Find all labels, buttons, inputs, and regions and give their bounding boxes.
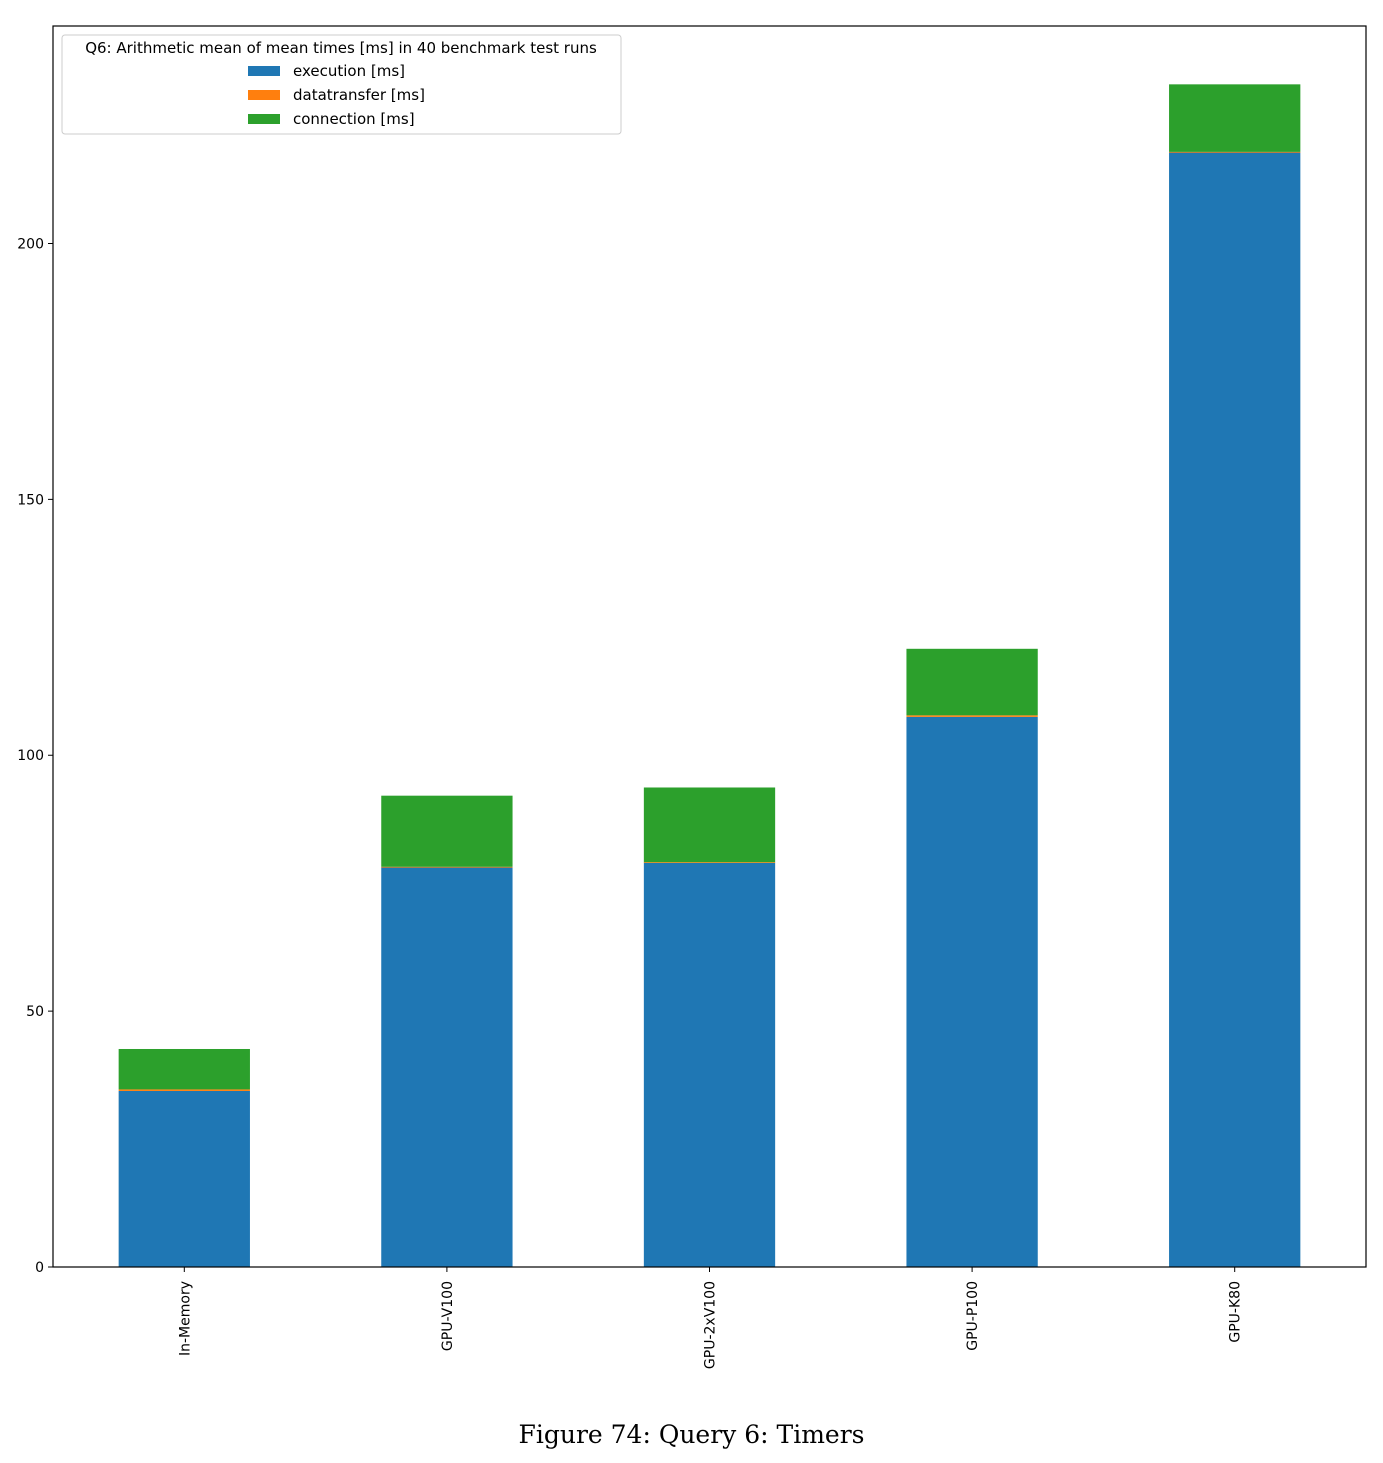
bar-gpu-p100-connection-ms xyxy=(906,648,1038,716)
y-axis-ticks: 0 50 100 150 200 xyxy=(17,236,53,1276)
x-tick-label-gpu-p100: GPU-P100 xyxy=(965,1281,981,1351)
x-tick-label-gpu-v100: GPU-V100 xyxy=(440,1281,456,1351)
legend-box xyxy=(61,34,622,135)
y-tick-label: 50 xyxy=(26,1004,44,1020)
bar-gpu-v100-datatransfer-ms xyxy=(381,866,513,868)
bar-gpu-2xv100-datatransfer-ms xyxy=(643,862,776,863)
y-tick-label: 0 xyxy=(35,1260,44,1276)
bar-gpu-k80-datatransfer-ms xyxy=(1169,151,1301,153)
y-tick-label: 100 xyxy=(17,748,44,764)
bar-gpu-v100-connection-ms xyxy=(381,795,513,867)
bar-in-memory-execution-ms xyxy=(118,1090,250,1267)
legend-label-connection-ms: connection [ms] xyxy=(293,110,415,128)
figure-caption: Figure 74: Query 6: Timers xyxy=(518,1420,865,1449)
bar-in-memory-connection-ms xyxy=(118,1048,250,1090)
x-axis-ticks: In-Memory GPU-V100 GPU-2xV100 GPU-P100 GPU-K… xyxy=(177,1267,1244,1369)
bar-gpu-p100-datatransfer-ms xyxy=(906,715,1038,717)
legend-title: Q6: Arithmetic mean of mean times [ms] i… xyxy=(85,39,597,57)
bar-gpu-2xv100-connection-ms xyxy=(643,787,776,863)
legend-label-datatransfer-ms: datatransfer [ms] xyxy=(293,86,425,104)
legend-swatch-execution-ms xyxy=(248,66,280,76)
legend-swatch-connection-ms xyxy=(248,114,280,124)
y-tick-label: 150 xyxy=(17,492,44,508)
bar-gpu-k80-execution-ms xyxy=(1169,152,1301,1267)
x-tick-label-gpu-k80: GPU-K80 xyxy=(1228,1281,1244,1343)
bar-gpu-2xv100-execution-ms xyxy=(643,862,776,1267)
y-tick-label: 200 xyxy=(17,236,44,252)
legend-swatch-datatransfer-ms xyxy=(248,90,280,100)
bar-gpu-k80-connection-ms xyxy=(1169,84,1301,152)
bar-gpu-p100-execution-ms xyxy=(906,716,1038,1267)
bar-in-memory-datatransfer-ms xyxy=(118,1089,250,1091)
bar-gpu-v100-execution-ms xyxy=(381,867,513,1267)
legend-entries: execution [ms] datatransfer [ms] connectio… xyxy=(248,62,425,128)
stacked-bar-chart: 0 50 100 150 200 In-Memory GPU-V100 GPU-2xV100… xyxy=(17,25,1367,1369)
legend: Q6: Arithmetic mean of mean times [ms] i… xyxy=(61,34,622,135)
bars-layer xyxy=(118,84,1301,1267)
x-tick-label-gpu-2xv100: GPU-2xV100 xyxy=(703,1281,719,1369)
legend-label-execution-ms: execution [ms] xyxy=(293,62,405,80)
x-tick-label-in-memory: In-Memory xyxy=(177,1281,193,1356)
